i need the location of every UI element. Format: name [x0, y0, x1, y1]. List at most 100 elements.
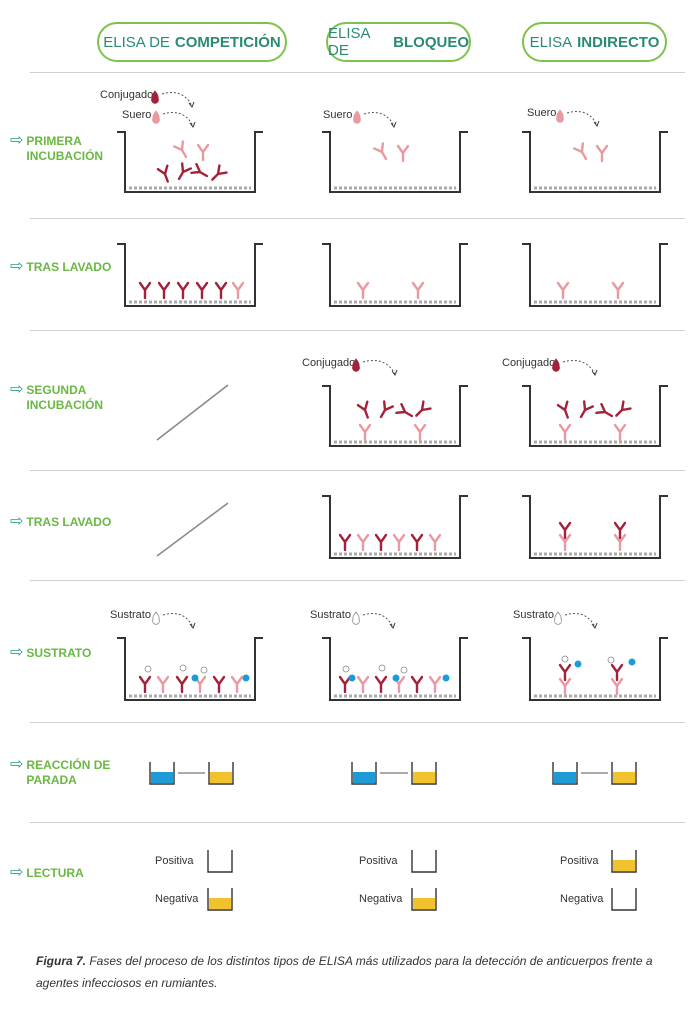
- drop-icon: [152, 611, 160, 625]
- label-conjugado: Conjugado: [502, 357, 556, 369]
- antibody-shape: [338, 533, 352, 552]
- antibody-shape: [231, 281, 245, 300]
- antibody-shape: [558, 677, 572, 696]
- antibody-icon: [558, 521, 572, 540]
- label-positiva: Positiva: [359, 855, 398, 867]
- cup-before: [149, 762, 175, 785]
- arrow-head: [389, 622, 396, 630]
- antibody-icon: [338, 675, 352, 694]
- antibody-shape: [615, 400, 632, 417]
- well: [322, 385, 468, 447]
- antibody-shape: [230, 675, 244, 694]
- antibody-shape: [572, 142, 588, 161]
- header-indirecto: ELISA INDIRECTO: [522, 22, 667, 62]
- well: [522, 385, 668, 447]
- antibody-shape: [358, 423, 372, 442]
- well: [322, 495, 468, 559]
- arrow-right-icon: ⇨: [10, 381, 24, 398]
- label-sustrato: Sustrato: [110, 609, 151, 621]
- product-icon: [574, 660, 582, 668]
- antibody-shape: [558, 663, 572, 682]
- antibody-icon: [138, 675, 152, 694]
- step-label: LECTURA: [26, 866, 84, 880]
- antibody-icon: [231, 281, 245, 300]
- antibody-icon: [356, 281, 370, 300]
- antibody-shape: [356, 281, 370, 300]
- antibody-icon: [176, 281, 190, 300]
- header-bold: BLOQUEO: [393, 33, 469, 51]
- well: [322, 637, 468, 701]
- separator: [30, 218, 685, 219]
- drop-icon: [352, 358, 360, 372]
- arrow-path: [562, 360, 596, 375]
- antibody-icon: [212, 675, 226, 694]
- antibody-icon: [211, 164, 228, 181]
- step-sustrato: ⇨ SUSTRATO: [10, 644, 92, 661]
- cup-fill: [613, 772, 635, 783]
- antibody-shape: [212, 675, 226, 694]
- separator: [30, 330, 685, 331]
- antibody-icon: [558, 533, 572, 552]
- arrow-path: [162, 613, 194, 628]
- cup-fill: [554, 772, 576, 783]
- step-segunda-incubacion: ⇨ SEGUNDA INCUBACIÓN: [10, 381, 103, 413]
- antibody-shape: [411, 281, 425, 300]
- label-sustrato: Sustrato: [310, 609, 351, 621]
- antibody-icon: [611, 281, 625, 300]
- antibody-shape: [613, 423, 627, 442]
- antibody-icon: [556, 400, 569, 419]
- drop-icon: [552, 358, 560, 372]
- antibody-icon: [613, 423, 627, 442]
- antibody-icon: [415, 400, 432, 417]
- label-sustrato: Sustrato: [513, 609, 554, 621]
- separator: [30, 72, 685, 73]
- antibody-shape: [558, 521, 572, 540]
- antibody-icon: [175, 675, 189, 694]
- antibody-icon: [410, 675, 424, 694]
- arrow-path: [362, 360, 396, 375]
- cup-fill: [413, 772, 435, 783]
- antibody-shape: [613, 521, 627, 540]
- antibody-shape: [595, 402, 614, 418]
- step-label: SUSTRATO: [26, 646, 92, 660]
- antibody-icon: [392, 533, 406, 552]
- product-icon: [191, 674, 199, 682]
- antibody-shape: [356, 675, 370, 694]
- substrate-icon: [342, 665, 350, 673]
- antibody-icon: [358, 423, 372, 442]
- antibody-shape: [558, 533, 572, 552]
- step-lectura: ⇨ LECTURA: [10, 865, 84, 881]
- label-negativa: Negativa: [155, 893, 199, 905]
- antibody-icon: [156, 675, 170, 694]
- label-suero: Suero: [527, 107, 557, 119]
- arrow-right-icon: ⇨: [10, 132, 24, 149]
- step-label: PRIMERA: [26, 134, 82, 148]
- cup-fill: [209, 898, 231, 909]
- antibody-shape: [176, 281, 190, 300]
- arrow-right-icon: ⇨: [10, 644, 24, 661]
- separator: [30, 470, 685, 471]
- not-applicable-line: [156, 384, 229, 441]
- antibody-icon: [195, 281, 209, 300]
- antibody-icon: [356, 400, 369, 419]
- step-label: REACCIÓN DE: [26, 758, 111, 772]
- cup-fill: [210, 772, 232, 783]
- well: [322, 131, 468, 193]
- antibody-shape: [196, 143, 210, 162]
- cup-positive: [611, 850, 637, 873]
- arrow-right-icon: ⇨: [10, 258, 24, 275]
- antibody-shape: [374, 675, 388, 694]
- product-icon: [242, 674, 250, 682]
- label-positiva: Positiva: [560, 855, 599, 867]
- antibody-icon: [356, 675, 370, 694]
- step-label: TRAS LAVADO: [26, 260, 112, 274]
- arrow-head: [189, 121, 196, 129]
- well: [522, 243, 668, 307]
- antibody-icon: [374, 533, 388, 552]
- drop-icon: [554, 611, 562, 625]
- antibody-icon: [214, 281, 228, 300]
- antibody-shape: [356, 533, 370, 552]
- antibody-shape: [595, 144, 609, 163]
- antibody-icon: [172, 140, 188, 159]
- well: [522, 131, 668, 193]
